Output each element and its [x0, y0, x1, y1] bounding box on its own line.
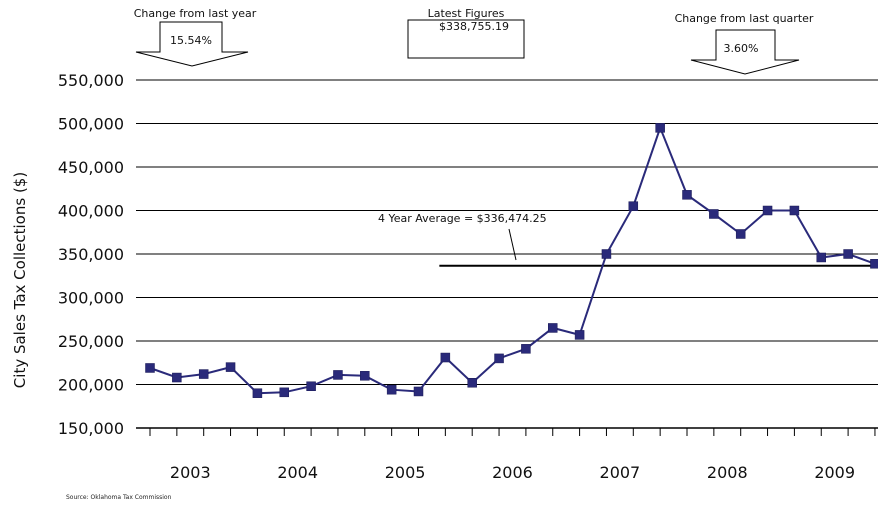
year-label: 2008 [707, 463, 748, 482]
data-point [628, 201, 639, 211]
gridlines [136, 79, 878, 385]
data-point [413, 386, 424, 397]
callout-1-value: 15.54% [170, 34, 212, 47]
y-tick-label: 450,000 [58, 158, 124, 177]
data-point [386, 384, 397, 395]
data-point [789, 205, 800, 216]
data-point [521, 344, 531, 354]
data-point [655, 123, 665, 133]
callout-2-box [407, 19, 525, 59]
callout-3-arrow [690, 29, 800, 75]
callout-2-title: Latest Figures [428, 7, 505, 20]
callout-change-from-last-quarter: Change from last quarter 3.60% [675, 12, 814, 75]
year-label: 2009 [814, 463, 855, 482]
callout-change-from-last-year: Change from last year 15.54% [134, 7, 257, 67]
data-point [735, 229, 746, 239]
callout-3-value: 3.60% [724, 42, 759, 55]
y-tick-label: 500,000 [58, 115, 124, 134]
average-label: 4 Year Average = $336,474.25 [378, 212, 547, 225]
data-point [145, 363, 155, 373]
callout-1-arrow [135, 21, 249, 67]
year-label: 2003 [170, 463, 211, 482]
y-axis-ticks: 150,000 200,000 250,000 300,000 350,000 400,0… [58, 71, 124, 438]
year-labels: 2003 2004 2005 2006 2007 2008 2009 [170, 463, 855, 482]
data-point [172, 372, 182, 383]
y-tick-label: 550,000 [58, 71, 124, 90]
data-point [440, 352, 451, 363]
data-point [843, 249, 853, 259]
data-point [870, 259, 878, 269]
year-label: 2004 [277, 463, 318, 482]
data-point [360, 371, 370, 381]
y-axis-label: City Sales Tax Collections ($) [11, 172, 29, 388]
data-point [225, 362, 236, 372]
data-point [709, 209, 719, 219]
year-label: 2006 [492, 463, 533, 482]
data-point [548, 323, 558, 333]
source-note: Source: Oklahoma Tax Commission [66, 494, 172, 501]
x-axis-ticks [149, 428, 876, 436]
data-point [762, 205, 773, 216]
year-label: 2005 [385, 463, 426, 482]
data-point [494, 353, 504, 364]
y-tick-label: 400,000 [58, 202, 124, 221]
data-point [252, 388, 263, 398]
data-point [467, 378, 477, 388]
data-point [306, 381, 316, 391]
data-point [279, 387, 289, 398]
y-tick-label: 200,000 [58, 376, 124, 395]
y-tick-label: 250,000 [58, 332, 124, 351]
data-point [574, 330, 585, 340]
callout-3-title: Change from last quarter [675, 12, 814, 25]
data-point [198, 369, 209, 379]
callout-2-value: $338,755.19 [439, 20, 509, 33]
series-line [149, 124, 876, 395]
callout-latest-figures: Latest Figures $338,755.19 [407, 7, 525, 59]
year-label: 2007 [600, 463, 641, 482]
data-point [816, 252, 826, 263]
data-point [682, 190, 692, 200]
data-point [333, 370, 343, 380]
data-markers [145, 123, 878, 398]
callout-1-title: Change from last year [134, 7, 257, 20]
y-tick-label: 150,000 [58, 419, 124, 438]
data-point [601, 249, 612, 259]
average-pointer [508, 228, 517, 261]
y-tick-label: 350,000 [58, 245, 124, 264]
y-tick-label: 300,000 [58, 289, 124, 308]
